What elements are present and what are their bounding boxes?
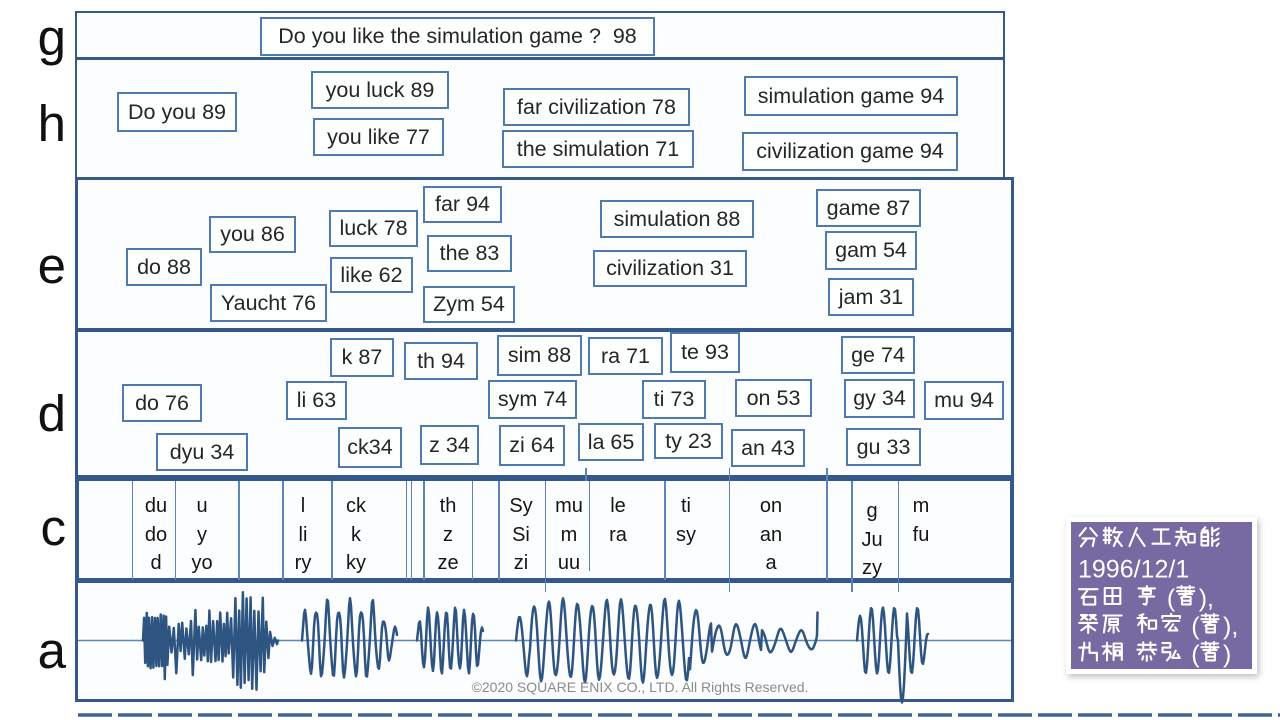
svg-text:(: ( — [1191, 613, 1200, 641]
svg-text:(: ( — [1167, 585, 1176, 613]
svg-text:): ) — [1223, 641, 1231, 669]
svg-text:),: ), — [1199, 585, 1214, 613]
svg-text:(: ( — [1191, 641, 1200, 669]
svg-text:),: ), — [1223, 613, 1238, 641]
svg-text:1996/12/1: 1996/12/1 — [1078, 556, 1189, 584]
